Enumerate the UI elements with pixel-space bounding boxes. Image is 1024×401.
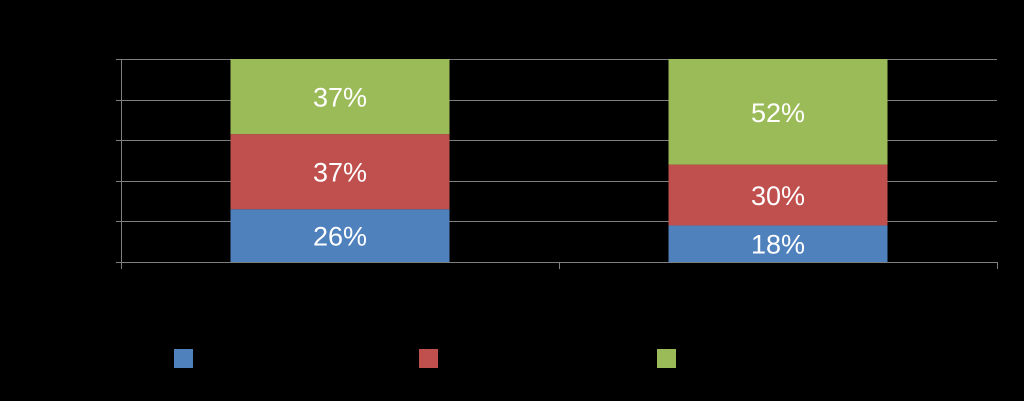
bar-segment-3-cat-1	[230, 59, 450, 135]
legend-item-2	[419, 347, 438, 369]
bar-segment-2-cat-1	[230, 134, 450, 210]
legend-item-1	[174, 347, 193, 369]
bar-segments	[230, 59, 888, 262]
legend	[0, 347, 1024, 371]
bar-segment-2-cat-2	[668, 164, 888, 226]
data-label-3-cat-1: 37%	[313, 83, 367, 113]
legend-item-3	[657, 347, 676, 369]
axes	[116, 59, 998, 269]
legend-swatch	[657, 348, 676, 368]
bar-segment-3-cat-2	[668, 59, 888, 165]
data-label-3-cat-2: 52%	[751, 98, 805, 128]
data-labels: 26% 37% 37% 18% 30% 52%	[313, 83, 805, 260]
data-label-1-cat-1: 26%	[313, 222, 367, 252]
data-label-2-cat-1: 37%	[313, 158, 367, 188]
legend-swatch	[174, 348, 193, 368]
data-label-2-cat-2: 30%	[751, 181, 805, 211]
bar-segment-1-cat-1	[230, 209, 450, 262]
legend-swatch	[419, 348, 438, 368]
bar-segment-1-cat-2	[668, 225, 888, 262]
data-label-1-cat-2: 18%	[751, 230, 805, 260]
